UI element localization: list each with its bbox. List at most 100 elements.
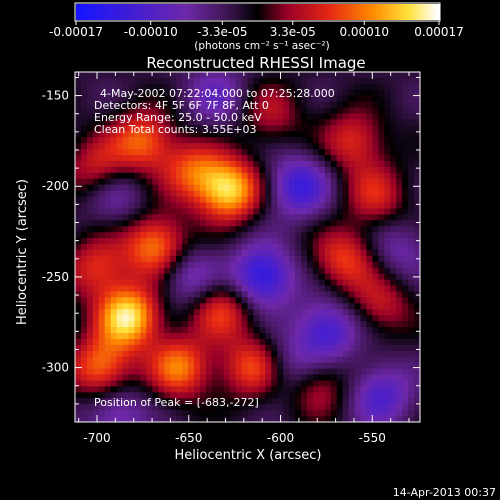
heatmap-cell	[295, 137, 302, 144]
heatmap-cell	[98, 149, 106, 156]
heatmap-cell	[295, 261, 302, 269]
heatmap-cell	[384, 291, 391, 298]
heatmap-cell	[205, 202, 213, 209]
heatmap-cell	[277, 101, 284, 109]
heatmap-cell	[211, 184, 219, 192]
heatmap-cell	[348, 220, 356, 227]
heatmap-cell	[199, 196, 207, 204]
heatmap-cell	[318, 208, 326, 215]
heatmap-cell	[241, 113, 248, 120]
heatmap-cell	[217, 72, 225, 79]
heatmap-cell	[158, 244, 165, 251]
heatmap-cell	[86, 107, 94, 115]
heatmap-cell	[92, 309, 100, 316]
heatmap-cell	[241, 410, 248, 417]
heatmap-cell	[336, 208, 344, 215]
heatmap-cell	[116, 362, 124, 370]
heatmap-cell	[253, 398, 260, 405]
heatmap-cell	[235, 368, 243, 376]
heatmap-cell	[241, 356, 248, 364]
heatmap-cell	[360, 333, 367, 340]
heatmap-cell	[289, 196, 296, 204]
heatmap-cell	[164, 244, 171, 251]
heatmap-cell	[265, 208, 272, 215]
heatmap-cell	[164, 398, 171, 405]
heatmap-cell	[348, 279, 356, 287]
heatmap-cell	[182, 220, 189, 227]
heatmap-cell	[289, 386, 296, 393]
heatmap-cell	[408, 356, 415, 364]
heatmap-cell	[128, 160, 135, 168]
heatmap-cell	[366, 386, 373, 393]
heatmap-cell	[247, 244, 254, 251]
heatmap-cell	[229, 77, 237, 85]
heatmap-cell	[390, 232, 397, 239]
heatmap-cell	[312, 244, 320, 251]
heatmap-cell	[295, 190, 302, 198]
heatmap-cell	[199, 208, 207, 215]
heatmap-cell	[182, 279, 189, 287]
heatmap-cell	[378, 226, 385, 233]
heatmap-cell	[271, 327, 278, 334]
heatmap-cell	[217, 344, 225, 352]
heatmap-cell	[277, 160, 284, 168]
heatmap-cell	[301, 374, 308, 381]
heatmap-cell	[193, 327, 201, 334]
heatmap-cell	[223, 72, 231, 79]
heatmap-cell	[372, 285, 379, 292]
heatmap-cell	[158, 380, 165, 387]
heatmap-cell	[188, 321, 195, 328]
heatmap-cell	[378, 95, 385, 103]
colorbar-swatch	[385, 4, 389, 20]
heatmap-cell	[259, 386, 266, 393]
heatmap-cell	[378, 143, 385, 150]
heatmap-cell	[289, 214, 296, 221]
heatmap-cell	[277, 356, 284, 364]
heatmap-cell	[193, 226, 201, 233]
heatmap-cell	[324, 208, 332, 215]
heatmap-cell	[289, 273, 296, 281]
heatmap-cell	[271, 119, 278, 126]
colorbar-swatch	[226, 4, 230, 20]
heatmap-cell	[205, 107, 213, 115]
heatmap-cell	[330, 416, 338, 423]
heatmap-cell	[271, 178, 278, 186]
heatmap-cell	[372, 398, 379, 405]
heatmap-cell	[229, 119, 237, 126]
heatmap-cell	[176, 155, 183, 162]
heatmap-cell	[265, 368, 272, 376]
heatmap-cell	[295, 107, 302, 115]
heatmap-cell	[152, 238, 159, 245]
heatmap-cell	[348, 327, 356, 334]
heatmap-cell	[283, 255, 290, 263]
heatmap-cell	[229, 374, 237, 381]
heatmap-cell	[223, 261, 231, 269]
heatmap-cell	[146, 238, 153, 245]
y-axis-title: Heliocentric Y (arcsec)	[15, 179, 30, 325]
heatmap-cell	[366, 143, 373, 150]
heatmap-cell	[312, 291, 320, 298]
heatmap-cell	[360, 279, 367, 287]
heatmap-cell	[211, 208, 219, 215]
heatmap-cell	[223, 285, 231, 292]
heatmap-cell	[402, 249, 409, 257]
heatmap-cell	[390, 333, 397, 340]
colorbar-swatch	[406, 4, 410, 20]
heatmap-cell	[360, 273, 367, 281]
heatmap-cell	[199, 279, 207, 287]
heatmap-cell	[229, 410, 237, 417]
heatmap-cell	[110, 315, 118, 322]
heatmap-cell	[324, 160, 332, 168]
heatmap-cell	[265, 416, 272, 423]
heatmap-cell	[342, 303, 350, 310]
heatmap-cell	[205, 416, 213, 423]
heatmap-cell	[235, 226, 243, 233]
heatmap-cell	[283, 392, 290, 399]
heatmap-cell	[134, 166, 141, 174]
heatmap-cell	[277, 89, 284, 97]
heatmap-cell	[223, 101, 231, 109]
heatmap-cell	[146, 178, 153, 186]
heatmap-cell	[110, 137, 118, 144]
heatmap-cell	[324, 220, 332, 227]
heatmap-cell	[306, 160, 314, 168]
